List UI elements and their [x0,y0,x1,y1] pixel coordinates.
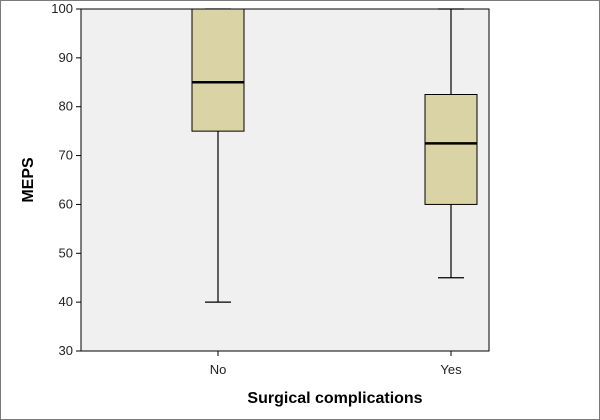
y-tick-label: 70 [59,148,73,163]
y-tick-label: 60 [59,196,73,211]
boxes [191,8,478,303]
iqr-box [424,94,478,205]
y-axis: 30 40 50 60 70 80 90 100 [51,1,81,358]
y-axis-title: MEPS [20,157,37,203]
box-yes [424,8,478,279]
plot-area [80,8,490,352]
y-tick-label: 40 [59,294,73,309]
x-tick-label: No [210,362,227,377]
y-tick-label: 100 [51,1,73,16]
x-axis: No Yes [210,351,462,377]
iqr-box [191,8,245,132]
box-no [191,8,245,303]
y-tick-label: 30 [59,343,73,358]
y-tick-label: 50 [59,245,73,260]
y-tick-label: 80 [59,99,73,114]
y-tick-label: 90 [59,50,73,65]
x-axis-title: Surgical complications [247,390,422,407]
x-tick-label: Yes [440,362,462,377]
